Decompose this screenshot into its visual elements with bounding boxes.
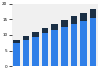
Bar — [61, 27, 68, 66]
Bar — [71, 16, 77, 24]
Bar — [90, 18, 96, 66]
Bar — [42, 33, 48, 66]
Bar — [71, 24, 77, 66]
Bar — [90, 9, 96, 18]
Bar — [32, 37, 39, 66]
Bar — [61, 20, 68, 27]
Bar — [42, 28, 48, 33]
Bar — [51, 24, 58, 30]
Bar — [32, 32, 39, 37]
Bar — [80, 21, 87, 66]
Bar — [22, 36, 29, 40]
Bar — [22, 40, 29, 66]
Bar — [13, 40, 20, 43]
Bar — [51, 30, 58, 66]
Bar — [13, 43, 20, 66]
Bar — [80, 13, 87, 21]
